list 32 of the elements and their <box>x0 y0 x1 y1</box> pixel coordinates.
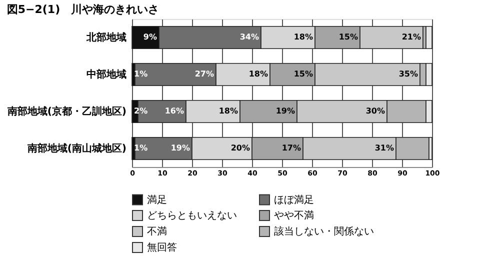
legend-label: ほぼ満足 <box>274 194 314 206</box>
legend-label: どちらともいえない <box>147 210 237 222</box>
data-label: 19% <box>170 144 190 152</box>
legend-label: 該当しない・関係ない <box>274 226 374 238</box>
data-label: 18% <box>218 106 238 116</box>
data-label: 1% <box>134 70 148 78</box>
data-label: 20% <box>230 144 250 152</box>
data-label: 16% <box>164 106 184 116</box>
data-label: 18% <box>294 32 313 42</box>
data-label: 18% <box>248 70 268 78</box>
data-label: 21% <box>402 32 421 42</box>
data-label: 1% <box>134 144 148 152</box>
bar <box>426 26 432 49</box>
data-label: 30% <box>366 106 385 116</box>
legend-label: 満足 <box>147 194 167 206</box>
legend-label: 不満 <box>147 226 167 238</box>
y-tick-label: 南部地域(京都・乙訓地区) <box>6 106 126 118</box>
data-label: 27% <box>194 70 214 78</box>
y-tick-label: 南部地域(南山城地区) <box>26 142 126 154</box>
y-tick-label: 北部地域 <box>86 32 126 44</box>
data-label: 9% <box>143 32 157 42</box>
data-label: 35% <box>398 70 418 78</box>
legend-label: やや不満 <box>274 210 314 222</box>
data-label: 17% <box>282 144 301 152</box>
data-label: 15% <box>338 32 358 42</box>
y-tick-label: 中部地域 <box>86 68 126 80</box>
legend-label: 無回答 <box>147 242 177 254</box>
data-label: 15% <box>294 70 313 78</box>
data-label: 34% <box>240 32 259 42</box>
data-label: 31% <box>374 144 394 152</box>
chart-title: 図5−2(1) 川や海のきれいさ <box>6 3 160 16</box>
data-label: 19% <box>276 106 295 116</box>
